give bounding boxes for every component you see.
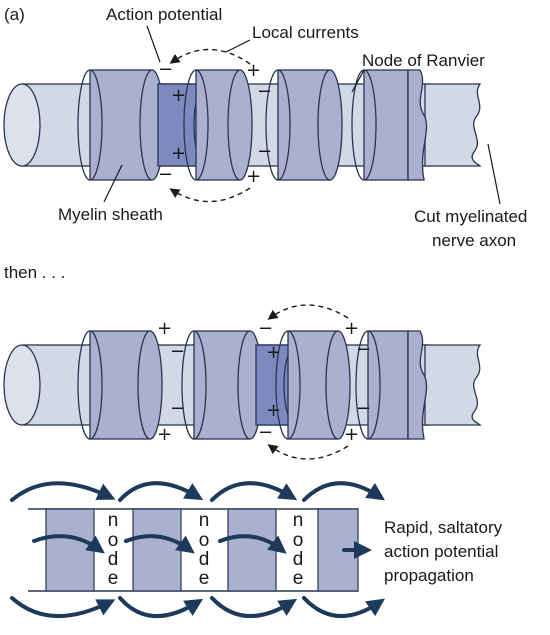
cut-end bbox=[424, 344, 482, 426]
leader-line bbox=[146, 25, 161, 63]
myelin-segment bbox=[89, 69, 165, 181]
propagation-arrow bbox=[10, 596, 116, 619]
plus-sign: + bbox=[266, 342, 281, 363]
local-current-arrow bbox=[169, 48, 251, 65]
minus-sign: − bbox=[356, 398, 371, 419]
saltatory-label-2: action potential bbox=[384, 542, 498, 561]
minus-sign: − bbox=[258, 318, 273, 339]
saltatory-arrows-middle bbox=[32, 534, 372, 559]
myelin-block bbox=[227, 508, 277, 592]
middle-axon bbox=[3, 330, 482, 440]
leader-line bbox=[103, 164, 123, 203]
node-letter: d bbox=[293, 549, 304, 570]
myelin-block bbox=[132, 508, 182, 592]
minus-sign: − bbox=[257, 81, 272, 102]
node-letter: e bbox=[199, 568, 210, 589]
minus-sign: − bbox=[170, 398, 185, 419]
local-current-arrow bbox=[267, 444, 349, 460]
propagation-arrow bbox=[210, 596, 298, 618]
panel-label: (a) bbox=[4, 5, 25, 24]
minus-sign: − bbox=[170, 341, 185, 362]
saltatory-label-3: propagation bbox=[384, 566, 474, 585]
propagation-arrow bbox=[118, 596, 204, 618]
action-potential-label: Action potential bbox=[106, 5, 222, 24]
myelin-segment bbox=[183, 69, 253, 181]
then-label: then . . . bbox=[4, 263, 65, 282]
saltatory-arrows-bottom bbox=[10, 596, 385, 619]
myelin-segment bbox=[355, 330, 428, 440]
minus-sign: − bbox=[158, 164, 173, 185]
node-letter: n bbox=[108, 510, 119, 531]
cut-axon-label-2: nerve axon bbox=[432, 231, 516, 250]
cut-axon-label-1: Cut myelinated bbox=[414, 207, 527, 226]
node-letter: n bbox=[199, 510, 210, 531]
node-label: n o d e bbox=[108, 510, 119, 589]
plus-sign: + bbox=[246, 60, 261, 81]
node-letter: o bbox=[199, 530, 210, 551]
plus-sign: + bbox=[171, 85, 186, 106]
saltatory-schematic bbox=[28, 508, 359, 592]
minus-sign: − bbox=[258, 422, 273, 443]
local-current-arrow bbox=[267, 304, 349, 320]
myelin-segment bbox=[275, 330, 351, 440]
propagation-arrow bbox=[118, 481, 204, 502]
cut-end bbox=[424, 83, 482, 167]
myelin-block bbox=[45, 508, 95, 592]
node-letter: d bbox=[199, 549, 210, 570]
node-label: n o d e bbox=[293, 510, 304, 589]
node-letter: e bbox=[293, 568, 304, 589]
minus-sign: − bbox=[158, 59, 173, 80]
plus-sign: + bbox=[266, 400, 281, 421]
propagation-arrow bbox=[124, 534, 195, 554]
node-of-ranvier-label: Node of Ranvier bbox=[362, 51, 485, 70]
local-currents-label: Local currents bbox=[252, 23, 359, 42]
top-axon bbox=[3, 69, 482, 181]
node-letter: d bbox=[108, 549, 119, 570]
plus-sign: + bbox=[344, 424, 359, 445]
myelin-segment bbox=[181, 330, 263, 440]
plus-sign: + bbox=[157, 424, 172, 445]
top-charge-signs: − + + − + − − + bbox=[158, 59, 272, 187]
node-letter: n bbox=[293, 510, 304, 531]
node-letter: o bbox=[293, 530, 304, 551]
plus-sign: + bbox=[246, 166, 261, 187]
leader-line bbox=[487, 143, 501, 205]
plus-sign: + bbox=[171, 143, 186, 164]
middle-charge-signs: + − − + − + + − + − − + bbox=[157, 318, 371, 445]
propagation-arrow bbox=[210, 481, 298, 502]
local-current-arrow bbox=[169, 187, 251, 203]
leader-line bbox=[225, 39, 251, 53]
axon-end-face bbox=[3, 83, 41, 167]
node-letter: e bbox=[108, 568, 119, 589]
node-letter: o bbox=[108, 530, 119, 551]
saltatory-arrows-top bbox=[10, 481, 386, 502]
propagation-arrow bbox=[302, 481, 386, 502]
propagation-arrow bbox=[218, 534, 287, 554]
myelin-sheath-label: Myelin sheath bbox=[58, 205, 163, 224]
propagation-arrow bbox=[32, 534, 105, 554]
myelin-segment bbox=[265, 69, 343, 181]
plus-sign: + bbox=[344, 318, 359, 339]
node-label: n o d e bbox=[199, 510, 210, 589]
minus-sign: − bbox=[257, 141, 272, 162]
propagation-arrow bbox=[10, 481, 116, 502]
leader-line bbox=[351, 69, 365, 93]
minus-sign: − bbox=[356, 339, 371, 360]
saltatory-label-1: Rapid, saltatory bbox=[384, 518, 503, 537]
plus-sign: + bbox=[157, 318, 172, 339]
axon-end-face bbox=[3, 344, 41, 426]
myelin-segment bbox=[89, 330, 163, 440]
propagation-arrow bbox=[302, 596, 385, 618]
